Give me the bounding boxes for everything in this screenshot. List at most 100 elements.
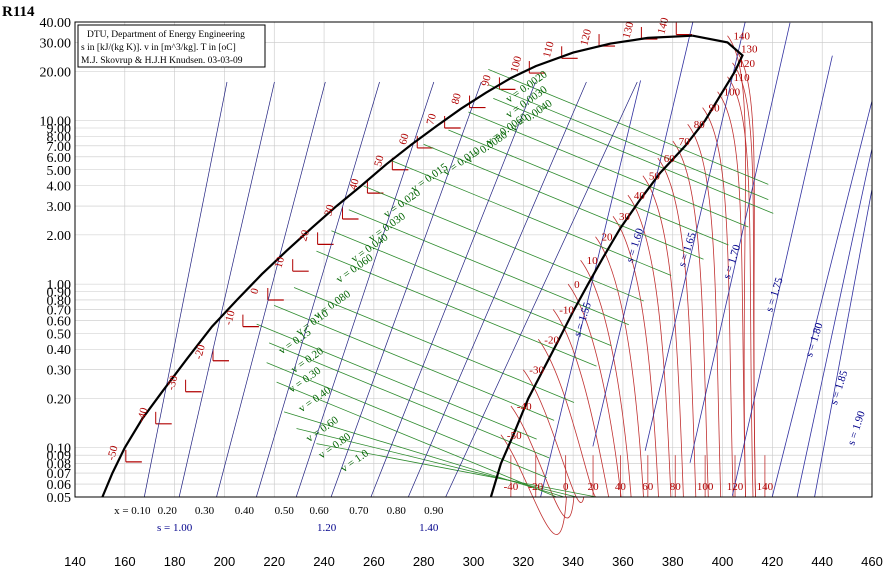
liquid-isotherm-label: 120 <box>578 27 594 47</box>
y-tick-label: 8.00 <box>47 130 72 145</box>
y-tick-label: 20.00 <box>40 65 72 80</box>
liquid-isotherm-label: 130 <box>621 20 637 40</box>
superheated-isotherm <box>552 309 610 498</box>
isoline-layer <box>125 21 873 535</box>
quality-line <box>445 81 638 498</box>
isochore-line <box>316 250 597 367</box>
quality-label: x = 0.10 <box>114 505 151 517</box>
superheated-isotherm <box>642 175 684 498</box>
superheated-isotherm <box>595 236 644 498</box>
y-tick-label: 3.00 <box>47 200 72 215</box>
bottom-isotherm-label: 20 <box>588 481 600 493</box>
vapor-isotherm-label: 140 <box>734 31 751 43</box>
quality-label: 0.30 <box>195 505 215 517</box>
vapor-isotherm-label: 120 <box>739 58 756 70</box>
info-line-1: DTU, Department of Energy Engineering <box>87 29 245 40</box>
x-tick-label: 180 <box>164 554 186 569</box>
superheated-isotherm <box>500 434 567 535</box>
vapor-isotherm-label: -10 <box>559 305 574 317</box>
x-tick-label: 400 <box>712 554 734 569</box>
y-tick-label: 10.00 <box>40 115 72 130</box>
quality-label: 0.80 <box>387 505 407 517</box>
isochore-line <box>348 209 629 326</box>
liquid-isotherm-label: 110 <box>541 40 557 59</box>
vapor-isotherm-label: 40 <box>634 190 646 202</box>
x-tick-label: 440 <box>811 554 833 569</box>
y-tick-label: 30.00 <box>40 36 72 51</box>
quality-label: 0.60 <box>309 505 329 517</box>
x-tick-label: 300 <box>463 554 485 569</box>
bottom-isotherm-label: -20 <box>528 481 543 493</box>
vapor-isotherm-label: -20 <box>544 334 559 346</box>
isentrope-line <box>644 21 746 451</box>
isentrope-line <box>540 80 641 498</box>
y-tick-label: 40.00 <box>40 16 72 31</box>
y-tick-label: 7.00 <box>47 140 72 155</box>
liquid-isotherm-label: -20 <box>192 343 208 361</box>
vapor-isotherm-label: 0 <box>574 279 580 291</box>
bottom-isotherm-label: -40 <box>504 481 519 493</box>
saturated-liquid-line <box>101 34 693 498</box>
vapor-isotherm-label: 70 <box>679 136 691 148</box>
y-tick-label: 0.09 <box>47 449 72 464</box>
quality-line <box>295 81 435 498</box>
bottom-isotherm-label: 40 <box>615 481 627 493</box>
liquid-isotherm-label: 70 <box>424 112 439 126</box>
liquid-isotherm-label: -10 <box>222 309 238 327</box>
vapor-isotherm-label: -50 <box>507 430 522 442</box>
quality-line <box>330 81 482 498</box>
y-tick-label: 4.00 <box>47 180 72 195</box>
x-tick-label: 420 <box>762 554 784 569</box>
liquid-isotherm-label: 0 <box>248 287 261 296</box>
x-tick-label: 320 <box>512 554 534 569</box>
vapor-isotherm-label: 50 <box>649 171 661 183</box>
quality-label: 0.90 <box>424 505 444 517</box>
vapor-isotherm-label: 10 <box>587 255 599 267</box>
y-tick-label: 0.06 <box>47 478 72 493</box>
liquid-isotherm-label: 50 <box>372 154 387 168</box>
bottom-isotherm-label: 80 <box>670 481 682 493</box>
saturated-vapor-line <box>489 34 744 498</box>
y-tick-label: 0.10 <box>47 442 72 457</box>
x-tick-label: 360 <box>612 554 634 569</box>
plot-frame <box>74 21 873 498</box>
entropy-bottom-label: s = 1.00 <box>157 522 193 534</box>
isochore-line <box>363 185 644 302</box>
chart-title: R114 <box>2 4 35 20</box>
bottom-isotherm-label: 120 <box>727 481 744 493</box>
vapor-isotherm-label: 100 <box>724 87 741 99</box>
y-tick-label: 0.20 <box>47 392 72 407</box>
superheated-isotherm <box>627 194 672 498</box>
isochore-line <box>293 287 575 403</box>
quality-line <box>370 81 536 498</box>
vapor-isotherm-label: 130 <box>741 44 758 56</box>
y-tick-label: 0.90 <box>47 286 72 301</box>
superheated-isotherm <box>727 76 754 498</box>
vapor-isotherm-label: 90 <box>709 103 721 115</box>
x-tick-label: 220 <box>263 554 285 569</box>
isentrope-line <box>689 22 791 463</box>
quality-line <box>178 81 275 498</box>
liquid-isotherm-label: 140 <box>655 16 671 36</box>
vapor-isotherm-label: -40 <box>517 401 532 413</box>
isentrope-line <box>731 55 833 496</box>
y-tick-label: 0.08 <box>47 458 72 473</box>
liquid-isotherm-label: 80 <box>449 91 464 105</box>
liquid-isotherm-label: 100 <box>508 54 524 74</box>
isochore-line <box>488 68 769 185</box>
info-box: DTU, Department of Energy Engineering s … <box>77 24 266 68</box>
entropy-bottom-label: 1.20 <box>317 522 337 534</box>
vapor-isotherm-label: 30 <box>619 211 631 223</box>
saturation-curve-layer <box>101 34 744 498</box>
y-tick-label: 0.05 <box>47 491 72 506</box>
superheated-isotherm <box>510 405 575 519</box>
y-tick-label: 9.00 <box>47 122 72 137</box>
isochore-line <box>266 362 547 479</box>
isochore-line <box>296 428 577 498</box>
y-tick-label: 2.00 <box>47 229 72 244</box>
isochore-line <box>316 443 597 498</box>
superheated-isotherm <box>687 123 722 498</box>
x-tick-label: 140 <box>64 554 86 569</box>
liquid-isotherm-label: 40 <box>347 177 362 191</box>
liquid-isotherm-label: -50 <box>105 444 121 462</box>
